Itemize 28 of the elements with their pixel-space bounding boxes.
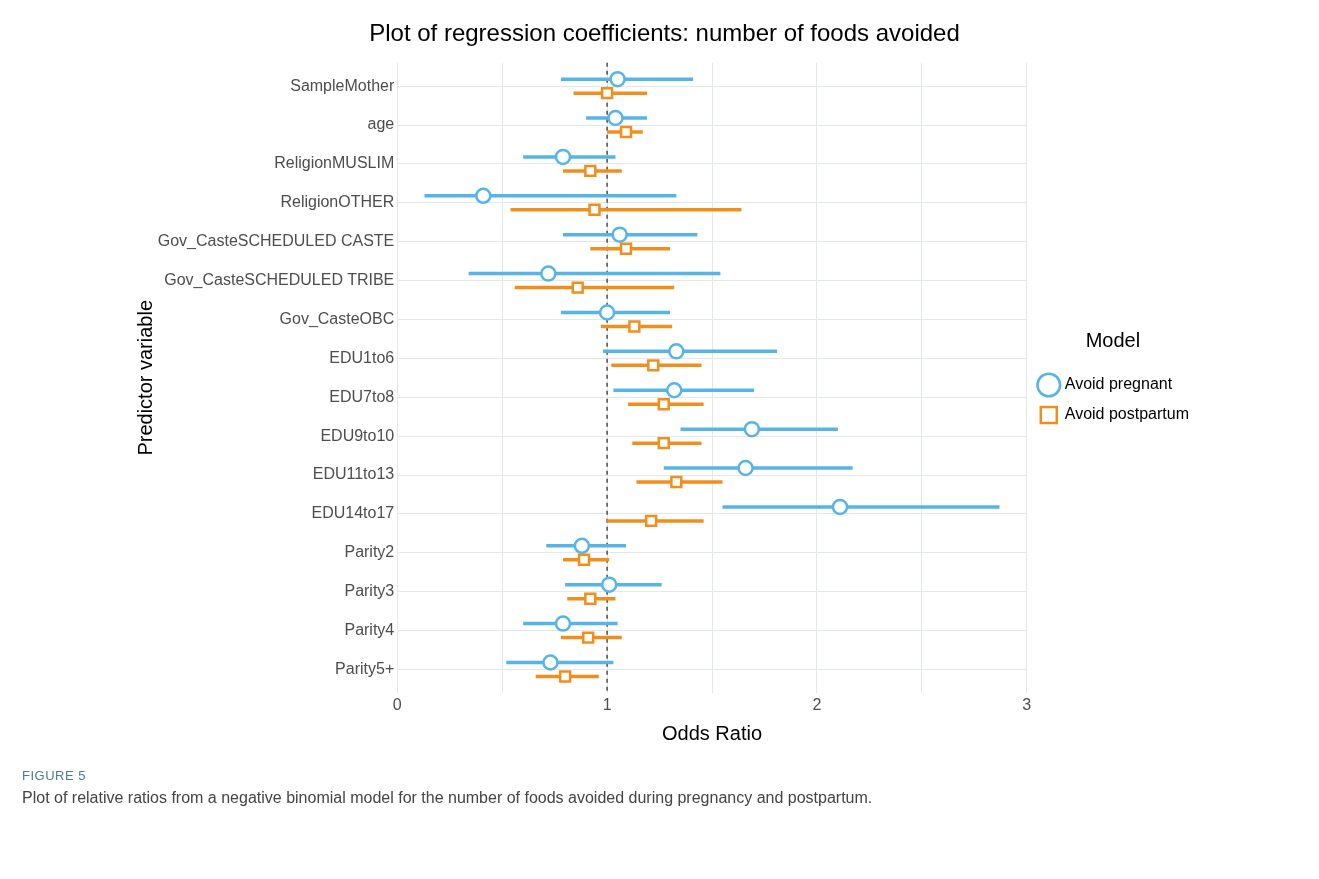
- legend-label: Avoid pregnant: [1064, 375, 1173, 393]
- y-tick-label: Parity5+: [335, 659, 395, 677]
- chart-title: Plot of regression coefficients: number of foods avoided: [369, 19, 960, 47]
- y-tick-label: Parity3: [344, 582, 395, 600]
- x-tick-label: 3: [1022, 695, 1032, 713]
- legend-label: Avoid postpartum: [1064, 405, 1189, 423]
- y-tick-label: SampleMother: [290, 76, 395, 94]
- y-tick-label: ReligionOTHER: [280, 193, 395, 211]
- y-axis-title: Predictor variable: [133, 299, 156, 456]
- caption: FIGURE 5: [22, 768, 87, 783]
- x-tick-label: 1: [602, 695, 612, 713]
- y-tick-label: EDU9to10: [320, 426, 395, 444]
- legend-title: Model: [1085, 328, 1141, 351]
- y-tick-label: ReligionMUSLIM: [274, 154, 395, 172]
- y-tick-label: Gov_CasteOBC: [279, 309, 395, 328]
- y-tick-label: Gov_CasteSCHEDULED TRIBE: [164, 270, 395, 289]
- x-tick-label: 0: [392, 695, 402, 713]
- y-tick-label: EDU1to6: [329, 348, 395, 366]
- y-tick-label: Parity2: [344, 543, 395, 561]
- x-axis-title: Odds Ratio: [661, 721, 763, 744]
- y-tick-label: Gov_CasteSCHEDULED CASTE: [157, 232, 395, 251]
- y-tick-label: age: [367, 115, 395, 133]
- text: Plot of relative ratios from a negative binomial model for the number of foods avoided during pregnancy and postpartum.: [22, 789, 874, 807]
- y-tick-label: EDU11to13: [312, 465, 395, 483]
- y-tick-label: Parity4: [344, 620, 395, 638]
- y-tick-label: EDU14to17: [311, 504, 395, 522]
- y-tick-label: EDU7to8: [329, 387, 395, 405]
- x-tick-label: 2: [812, 695, 822, 713]
